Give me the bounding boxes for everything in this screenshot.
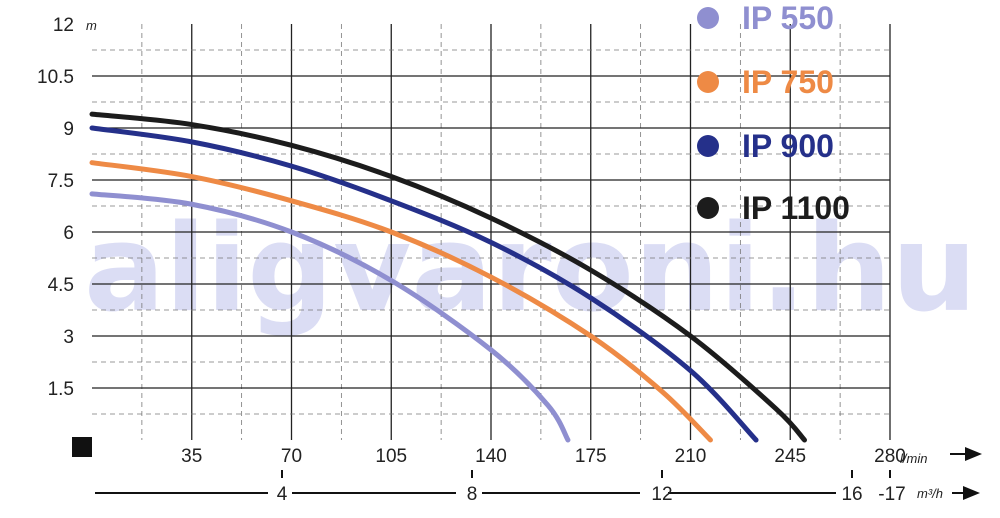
y-tick-label: 7.5	[48, 171, 74, 192]
x-tick-label: 210	[675, 446, 707, 467]
secondary-arrow-head	[963, 486, 980, 500]
x-tick-label: 70	[281, 446, 302, 467]
secondary-tick-label: -17	[878, 484, 905, 505]
y-tick-label: 1.5	[48, 379, 74, 400]
secondary-tick-label: 16	[841, 484, 862, 505]
y-axis-ticks: 12 10.5 9 7.5 6 4.5 3 1.5	[37, 15, 74, 400]
legend-label-ip-1100: IP 1100	[742, 190, 850, 226]
y-axis-unit: m	[86, 18, 97, 33]
legend-label-ip-550: IP 550	[742, 0, 834, 36]
x-tick-label: 105	[375, 446, 407, 467]
x-tick-label: 280	[874, 446, 906, 467]
x-tick-label: 175	[575, 446, 607, 467]
y-tick-label: 10.5	[37, 67, 74, 88]
y-tick-label: 12	[53, 15, 74, 36]
series-line-ip-900	[89, 125, 759, 443]
series-line-ip-1100	[89, 111, 807, 443]
series-lines	[89, 111, 807, 443]
x-axis-arrow-head	[965, 447, 982, 461]
secondary-tick-label: 12	[651, 484, 672, 505]
x-axis-ticks: 35 70 105 140 175 210 245 280	[181, 446, 906, 467]
secondary-tick-label: 8	[467, 484, 478, 505]
secondary-axis-unit: m³/h	[917, 486, 943, 501]
x-axis-unit: l/min	[900, 451, 927, 466]
legend-marker-ip-750	[697, 71, 719, 93]
grid	[92, 24, 891, 440]
series-line-ip-750	[89, 160, 713, 443]
legend: IP 550 IP 750 IP 900 IP 1100	[697, 0, 850, 226]
x-tick-label: 245	[774, 446, 806, 467]
y-tick-label: 9	[63, 119, 74, 140]
y-tick-label: 4.5	[48, 275, 74, 296]
legend-marker-ip-550	[697, 7, 719, 29]
legend-marker-ip-1100	[697, 197, 719, 219]
secondary-tick-label: 4	[277, 484, 288, 505]
secondary-axis-ticks: 4 8 12 16 -17	[277, 470, 906, 505]
watermark-text: aligvaroni.hu	[84, 200, 977, 339]
x-tick-label: 35	[181, 446, 202, 467]
y-tick-label: 3	[63, 327, 74, 348]
legend-label-ip-750: IP 750	[742, 64, 834, 100]
legend-label-ip-900: IP 900	[742, 128, 834, 164]
legend-marker-ip-900	[697, 135, 719, 157]
series-line-ip-550	[89, 191, 571, 443]
origin-marker	[72, 437, 92, 457]
y-tick-label: 6	[63, 223, 74, 244]
x-tick-label: 140	[475, 446, 507, 467]
